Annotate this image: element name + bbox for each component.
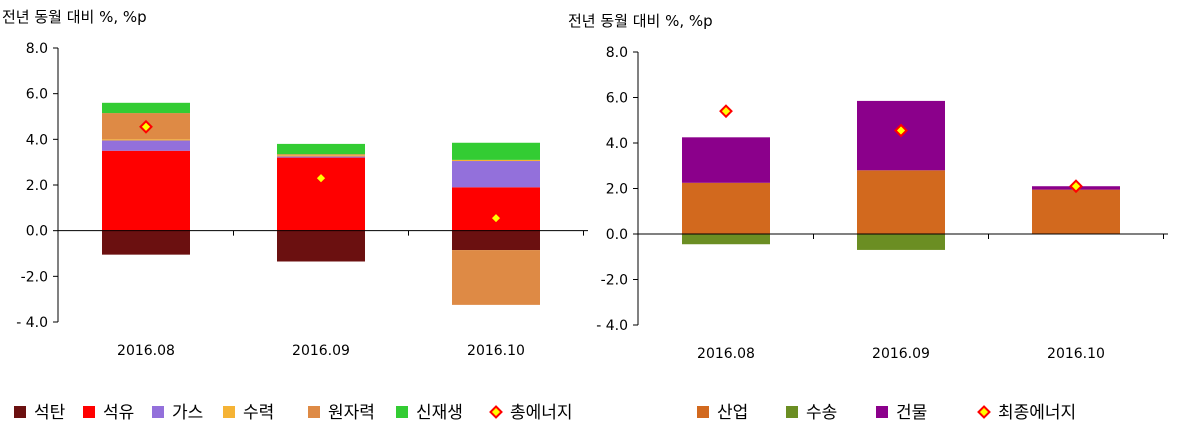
- y-tick-label: 8.0: [26, 41, 48, 57]
- y-tick-label: 0.0: [26, 224, 48, 240]
- unit-label: 전년 동월 대비 %, %p: [568, 12, 713, 30]
- legend-label: 수송: [806, 403, 837, 423]
- bar-segment: [452, 250, 540, 305]
- legend-label: 건물: [896, 403, 927, 423]
- category-label: 2016.10: [467, 343, 525, 359]
- legend-swatch: [152, 406, 164, 418]
- bar-segment: [682, 182, 770, 234]
- bar-segment: [102, 139, 190, 141]
- legend-label: 석유: [103, 403, 134, 423]
- y-tick-label: 6.0: [26, 87, 48, 103]
- legend-label: 최종에너지: [998, 403, 1076, 423]
- legend-marker: [977, 405, 991, 419]
- unit-label: 전년 동월 대비 %, %p: [2, 8, 147, 26]
- legend-swatch: [83, 406, 95, 418]
- bar-segment: [102, 150, 190, 231]
- legend-marker: [489, 405, 503, 419]
- total-marker: [894, 123, 908, 138]
- bar-segment: [102, 230, 190, 255]
- y-tick-label: 8.0: [606, 45, 628, 61]
- total-marker: [1069, 179, 1083, 194]
- bar-segment: [277, 143, 365, 155]
- legend-label: 산업: [717, 403, 748, 423]
- y-tick-label: 4.0: [26, 132, 48, 148]
- category-label: 2016.08: [117, 343, 175, 359]
- legend-swatch: [786, 406, 798, 418]
- energy-source-chart: 전년 동월 대비 %, %p 8.0 6.0 4.0 2.0 0.0 -2.0 - 4.0 20…: [2, 8, 588, 423]
- legend-swatch: [223, 406, 235, 418]
- category-label: 2016.08: [697, 346, 755, 362]
- y-tick-label: 6.0: [606, 91, 628, 107]
- legend-swatch: [308, 406, 320, 418]
- bar-segment: [452, 159, 540, 162]
- y-tick-label: -2.0: [601, 273, 628, 289]
- bar-segment: [277, 154, 365, 156]
- total-marker: [719, 104, 733, 119]
- bar-segment: [277, 157, 365, 231]
- y-tick-label: 2.0: [606, 182, 628, 198]
- category-label: 2016.10: [1047, 346, 1105, 362]
- category-label: 2016.09: [292, 343, 350, 359]
- legend-swatch: [396, 406, 408, 418]
- legend-label: 석탄: [34, 403, 66, 423]
- bar-segment: [277, 156, 365, 158]
- legend-label: 수력: [243, 403, 274, 423]
- bar-segment: [682, 234, 770, 245]
- bar-segment: [682, 137, 770, 183]
- y-tick-label: - 4.0: [596, 318, 628, 334]
- bar-segment: [1032, 189, 1120, 234]
- bar-segment: [857, 234, 945, 250]
- total-marker: [139, 119, 153, 134]
- y-tick-label: 4.0: [606, 136, 628, 152]
- legend-label: 신재생: [416, 403, 463, 423]
- bar-segment: [452, 161, 540, 188]
- legend-swatch: [14, 406, 26, 418]
- y-tick-label: 0.0: [606, 227, 628, 243]
- legend-swatch: [876, 406, 888, 418]
- legend-label: 가스: [172, 403, 203, 423]
- final-energy-chart: 전년 동월 대비 %, %p 8.0 6.0 4.0 2.0 0.0 -2.0 - 4.0 20…: [568, 12, 1168, 423]
- bar-segment: [857, 170, 945, 234]
- bar-segment: [452, 230, 540, 251]
- bar-segment: [277, 155, 365, 157]
- legend-label: 원자력: [328, 403, 375, 423]
- bar-segment: [277, 230, 365, 262]
- total-marker: [314, 171, 328, 186]
- bar-segment: [452, 142, 540, 160]
- total-marker: [489, 211, 503, 226]
- legend-label: 총에너지: [510, 403, 573, 423]
- legend-swatch: [697, 406, 709, 418]
- bar-segment: [102, 102, 190, 114]
- y-tick-label: - 4.0: [16, 315, 48, 331]
- y-tick-label: 2.0: [26, 178, 48, 194]
- y-tick-label: -2.0: [21, 269, 48, 285]
- category-label: 2016.09: [872, 346, 930, 362]
- bar-segment: [102, 140, 190, 151]
